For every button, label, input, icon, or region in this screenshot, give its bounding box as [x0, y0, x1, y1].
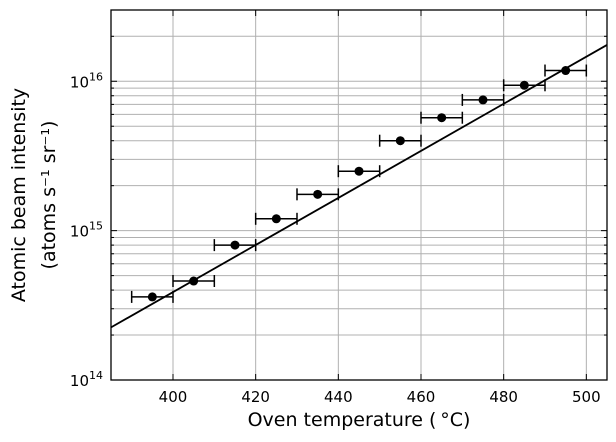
data-point-marker [519, 80, 529, 90]
data-point-marker [478, 95, 488, 105]
data-points-group [130, 64, 588, 303]
y-tick-label-exponent: 15 [89, 220, 103, 233]
y-tick-label-base: 10 [70, 372, 89, 390]
data-point-marker [437, 113, 447, 123]
x-tick-label: 440 [324, 388, 353, 406]
x-tick-label: 480 [489, 388, 518, 406]
x-tick-label: 400 [159, 388, 188, 406]
plot-frame [110, 9, 608, 381]
data-point-marker [354, 166, 364, 176]
data-point [172, 275, 216, 288]
data-point [461, 93, 505, 106]
x-tick-label: 500 [572, 388, 601, 406]
y-tick-label: 1015 [70, 220, 103, 241]
y-axis-title: Atomic beam intensity (atoms s⁻¹ sr⁻¹) [8, 88, 60, 302]
y-tick-label-base: 10 [70, 73, 89, 91]
data-point [337, 165, 381, 178]
x-tick-labels: 400 420 440 460 480 500 [159, 388, 601, 406]
data-point [420, 111, 464, 124]
y-tick-label: 1014 [70, 369, 103, 390]
data-point-marker [147, 292, 157, 302]
y-tick-label-base: 10 [70, 223, 89, 241]
data-point-marker [313, 189, 323, 199]
data-point [544, 64, 588, 77]
data-point-marker [189, 276, 199, 286]
data-point-marker [230, 240, 240, 250]
y-tick-label-exponent: 16 [89, 70, 103, 83]
y-tick-label: 1016 [70, 70, 103, 91]
data-point-marker [395, 136, 405, 146]
y-tick-label-exponent: 14 [89, 369, 103, 382]
x-axis-title: Oven temperature ( °C) [248, 409, 471, 431]
grid-lines [111, 9, 607, 381]
data-point [502, 79, 546, 92]
x-tick-label: 460 [407, 388, 436, 406]
data-point [213, 239, 257, 252]
data-point-marker [271, 214, 281, 224]
data-point-marker [561, 66, 571, 76]
y-axis-title-line2: (atoms s⁻¹ sr⁻¹) [38, 121, 60, 270]
tick-marks [111, 9, 607, 381]
plot-area [111, 10, 607, 380]
data-point [296, 188, 340, 201]
data-point [378, 134, 422, 147]
data-point [254, 212, 298, 225]
data-point [130, 290, 174, 303]
y-axis-title-line1: Atomic beam intensity [8, 88, 30, 302]
x-tick-label: 420 [241, 388, 270, 406]
